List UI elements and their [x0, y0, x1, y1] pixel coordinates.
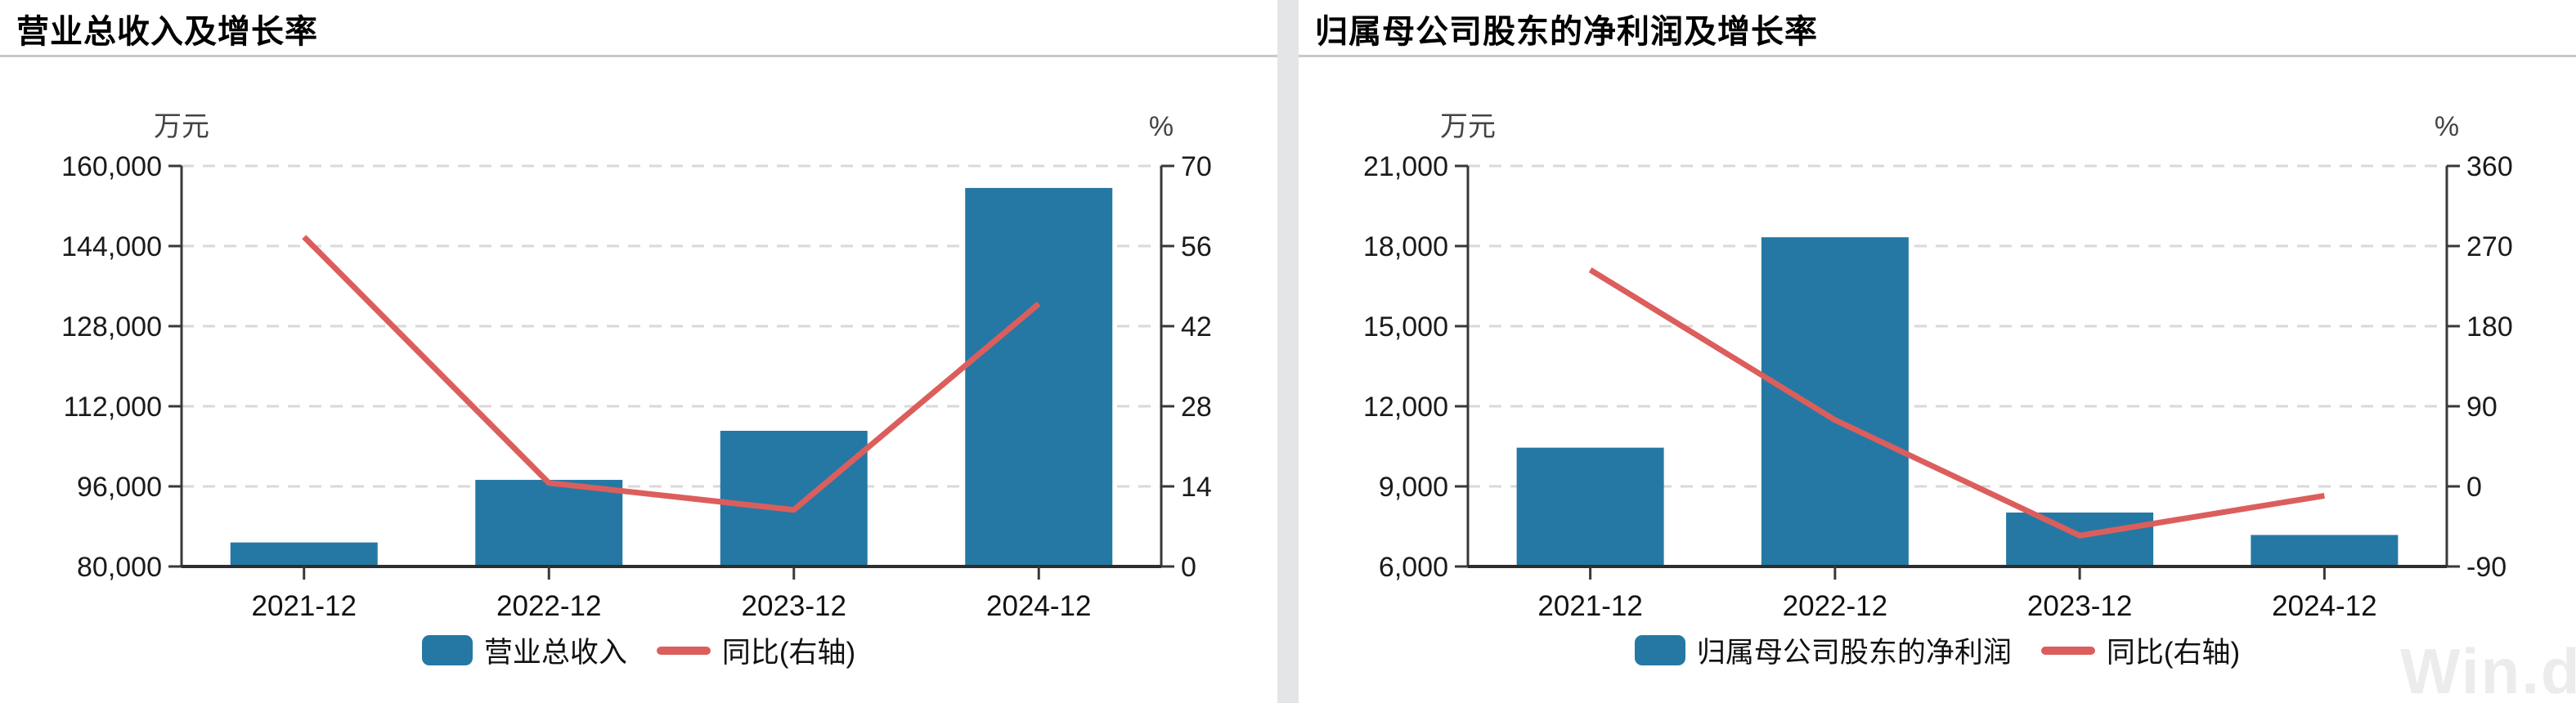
chart-title: 营业总收入及增长率	[16, 14, 318, 50]
wind-watermark: Win.d	[2400, 635, 2576, 703]
legend-label: 同比(右轴)	[721, 637, 856, 669]
axis-tick-label: 144,000	[61, 231, 162, 262]
x-axis-label: 2024-12	[986, 590, 1091, 622]
legend-label: 同比(右轴)	[2106, 637, 2241, 669]
legend-item-line[interactable]: 同比(右轴)	[656, 629, 856, 671]
x-axis-label: 2023-12	[742, 590, 846, 622]
revenue-chart: 80,000 96,000 112,000 128,000 144,000 160,000…	[61, 111, 1212, 622]
x-axis-label: 2021-12	[252, 590, 357, 622]
title-divider	[0, 55, 1277, 57]
panel-divider	[1277, 0, 1299, 703]
legend-item-line[interactable]: 同比(右轴)	[2040, 629, 2241, 671]
x-axis-label: 2021-12	[1537, 590, 1642, 622]
legend-label: 营业总收入	[483, 637, 627, 669]
axis-tick-label: 21,000	[1363, 151, 1448, 182]
legend: 营业总收入 同比(右轴)	[0, 629, 1277, 671]
bar-2022-12	[1761, 237, 1909, 566]
axis-tick-label: 9,000	[1379, 472, 1448, 503]
legend: 归属母公司股东的净利润 同比(右轴)	[1299, 629, 2576, 671]
x-axis-label: 2022-12	[496, 590, 601, 622]
axis-tick-label: 112,000	[64, 392, 162, 423]
axis-tick-label: 96,000	[77, 472, 162, 503]
legend-item-bar[interactable]: 归属母公司股东的净利润	[1634, 629, 2012, 671]
bar-2021-12	[1516, 447, 1664, 566]
axis-tick-label: 28	[1181, 392, 1212, 423]
chart-title: 归属母公司股东的净利润及增长率	[1315, 14, 1818, 50]
x-axis-label: 2024-12	[2272, 590, 2376, 622]
bar-swatch-icon	[421, 635, 473, 665]
axis-tick-label: -90	[2466, 552, 2506, 583]
net-profit-panel: 归属母公司股东的净利润及增长率 Win.d 6,000 9,000 12,000 15…	[1299, 0, 2576, 703]
axis-tick-label: 42	[1181, 311, 1212, 343]
x-axis-label: 2022-12	[1783, 590, 1887, 622]
axis-unit-label: 万元	[1440, 111, 1496, 142]
bar-2023-12	[720, 431, 868, 566]
net-profit-chart: 6,000 9,000 12,000 15,000 18,000 21,000 万元 -90 0…	[1363, 111, 2513, 622]
axis-tick-label: 270	[2466, 231, 2513, 262]
legend-label: 归属母公司股东的净利润	[1696, 637, 2012, 669]
axis-tick-label: 0	[1181, 552, 1196, 583]
axis-tick-label: 90	[2466, 392, 2497, 423]
line-swatch-icon	[656, 646, 711, 655]
revenue-panel: 营业总收入及增长率 80,000 96,000 112,000 128,000 144,…	[0, 0, 1277, 703]
bar-swatch-icon	[1634, 635, 1685, 665]
line-swatch-icon	[2040, 646, 2095, 655]
axis-tick-label: 70	[1181, 151, 1212, 182]
axis-unit-label: %	[2435, 111, 2459, 142]
bar-2021-12	[230, 542, 378, 566]
axis-tick-label: 14	[1181, 472, 1212, 503]
axis-tick-label: 12,000	[1363, 392, 1448, 423]
axis-unit-label: 万元	[154, 111, 209, 142]
title-divider	[1299, 55, 2576, 57]
bar-2024-12	[965, 187, 1113, 566]
axis-tick-label: 56	[1181, 231, 1212, 262]
bar-2024-12	[2251, 535, 2399, 566]
axis-tick-label: 18,000	[1363, 231, 1448, 262]
axis-tick-label: 15,000	[1363, 311, 1448, 343]
axis-tick-label: 6,000	[1379, 552, 1448, 583]
axis-tick-label: 180	[2466, 311, 2513, 343]
growth-line	[1588, 267, 2325, 539]
axis-tick-label: 80,000	[77, 552, 162, 583]
axis-tick-label: 0	[2466, 472, 2482, 503]
axis-unit-label: %	[1149, 111, 1174, 142]
axis-tick-label: 160,000	[61, 151, 162, 182]
x-axis-label: 2023-12	[2027, 590, 2132, 622]
bar-2022-12	[475, 480, 623, 566]
legend-item-bar[interactable]: 营业总收入	[421, 629, 627, 671]
axis-tick-label: 360	[2466, 151, 2513, 182]
axis-tick-label: 128,000	[61, 311, 162, 343]
growth-line	[302, 235, 1041, 513]
bar-2023-12	[2006, 513, 2154, 566]
